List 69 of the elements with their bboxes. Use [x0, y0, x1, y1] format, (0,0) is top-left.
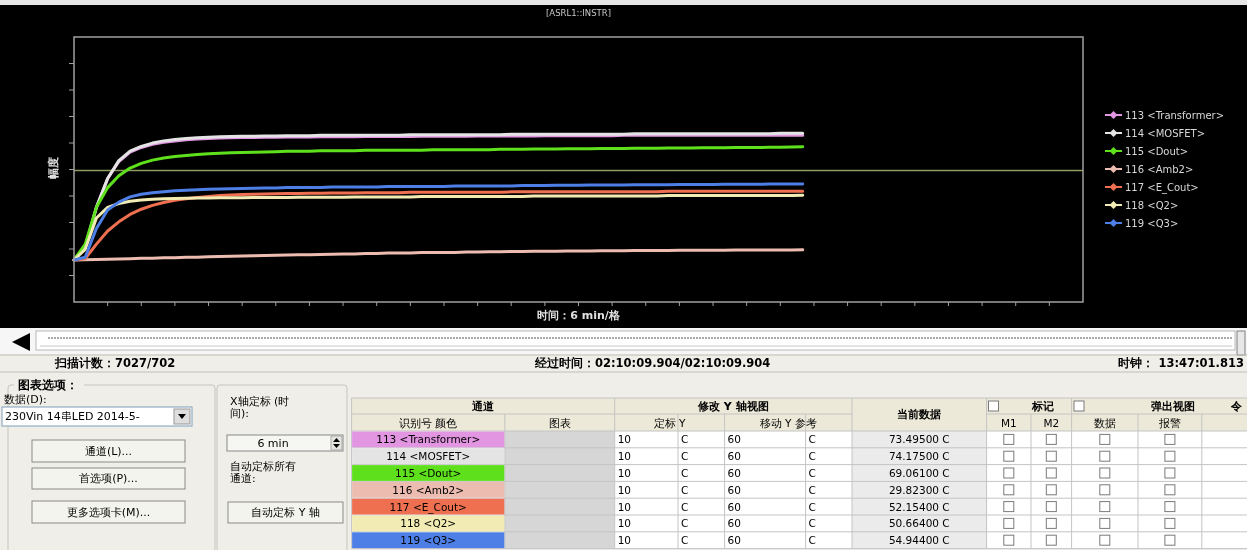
annotation: C — [808, 534, 816, 547]
annotation: 10 — [617, 500, 632, 513]
annotation: 60 — [727, 467, 741, 479]
title: [ASRL1::INSTR] — [546, 8, 611, 18]
annotation: 时钟： 13:47:01.813 — [1118, 356, 1244, 370]
legend-label: 118 <Q2> — [1125, 199, 1179, 211]
annotation: 10 — [617, 433, 632, 446]
annotation: C — [681, 534, 689, 547]
annotation: 10 — [617, 483, 632, 496]
annotation: 10 — [617, 517, 632, 530]
annotation: 60 — [727, 517, 741, 530]
annotation: C — [808, 433, 816, 446]
annotation: C — [808, 500, 816, 513]
annotation: X轴定标 (时间): — [230, 396, 291, 420]
annotation: 60 — [727, 500, 741, 513]
annotation: 50.66400 C — [888, 517, 950, 530]
annotation: C — [681, 450, 689, 463]
annotation: 10 — [617, 534, 632, 547]
annotation: 经过时间：02:10:09.904/02:10:09.904 — [535, 356, 771, 370]
annotation: 令 — [1231, 399, 1242, 413]
legend-label: 116 <Amb2> — [1125, 163, 1194, 175]
annotation: 扫描计数：7027/702 — [55, 356, 176, 370]
annotation: 数据 — [1093, 416, 1116, 429]
annotation: 自动定标 Y 轴 — [251, 506, 320, 519]
annotation: 6 min — [257, 436, 289, 450]
annotation: 通道 — [472, 399, 495, 413]
annotation: C — [681, 483, 689, 496]
annotation: C — [681, 467, 689, 479]
annotation: 定标 Y — [653, 416, 686, 429]
annotation: 图表 — [548, 416, 571, 429]
annotation: 60 — [727, 483, 741, 496]
annotation: 修改 Y 轴视图 — [698, 399, 769, 413]
legend-label: 119 <Q3> — [1125, 217, 1179, 229]
annotation: 弹出视图 — [1151, 399, 1195, 413]
ylabel: 幅度 — [46, 157, 60, 179]
channel-cell: 119 <Q3> — [352, 532, 505, 549]
annotation: 识别号 颜色 — [399, 416, 458, 429]
annotation: 移动 Y 参考 — [759, 416, 817, 429]
annotation: 69.06100 C — [888, 467, 950, 479]
annotation: 自动定标所有通道: — [230, 461, 297, 485]
annotation: M1 — [1000, 416, 1017, 429]
annotation: 73.49500 C — [888, 433, 950, 446]
annotation: C — [808, 517, 816, 530]
legend-label: 117 <E_Cout> — [1125, 181, 1199, 194]
annotation: C — [808, 467, 816, 479]
annotation: 60 — [727, 450, 741, 463]
annotation: 52.15400 C — [888, 500, 950, 513]
xlabel: 时间：6 min/格 — [537, 308, 620, 322]
annotation: 10 — [617, 450, 632, 463]
annotation: 60 — [727, 534, 741, 547]
channel-cell: 114 <MOSFET> — [352, 448, 505, 465]
annotation: 报警 — [1158, 416, 1181, 429]
annotation: 当前数据 — [897, 408, 942, 421]
annotation: 74.17500 C — [888, 450, 950, 463]
annotation: 标记 — [1032, 399, 1054, 413]
annotation: C — [808, 450, 816, 463]
annotation: 60 — [727, 433, 741, 446]
annotation: 10 — [617, 467, 632, 479]
legend-label: 113 <Transformer> — [1125, 109, 1225, 121]
annotation: C — [681, 433, 689, 446]
annotation: 54.94400 C — [888, 534, 950, 547]
channel-cell: 115 <Dout> — [352, 465, 505, 481]
annotation: C — [681, 500, 689, 513]
legend-label: 115 <Dout> — [1125, 145, 1189, 157]
annotation: C — [681, 517, 689, 530]
annotation: C — [808, 483, 816, 496]
legend-label: 114 <MOSFET> — [1125, 127, 1206, 139]
annotation: 29.82300 C — [888, 483, 950, 496]
annotation: M2 — [1043, 416, 1060, 429]
